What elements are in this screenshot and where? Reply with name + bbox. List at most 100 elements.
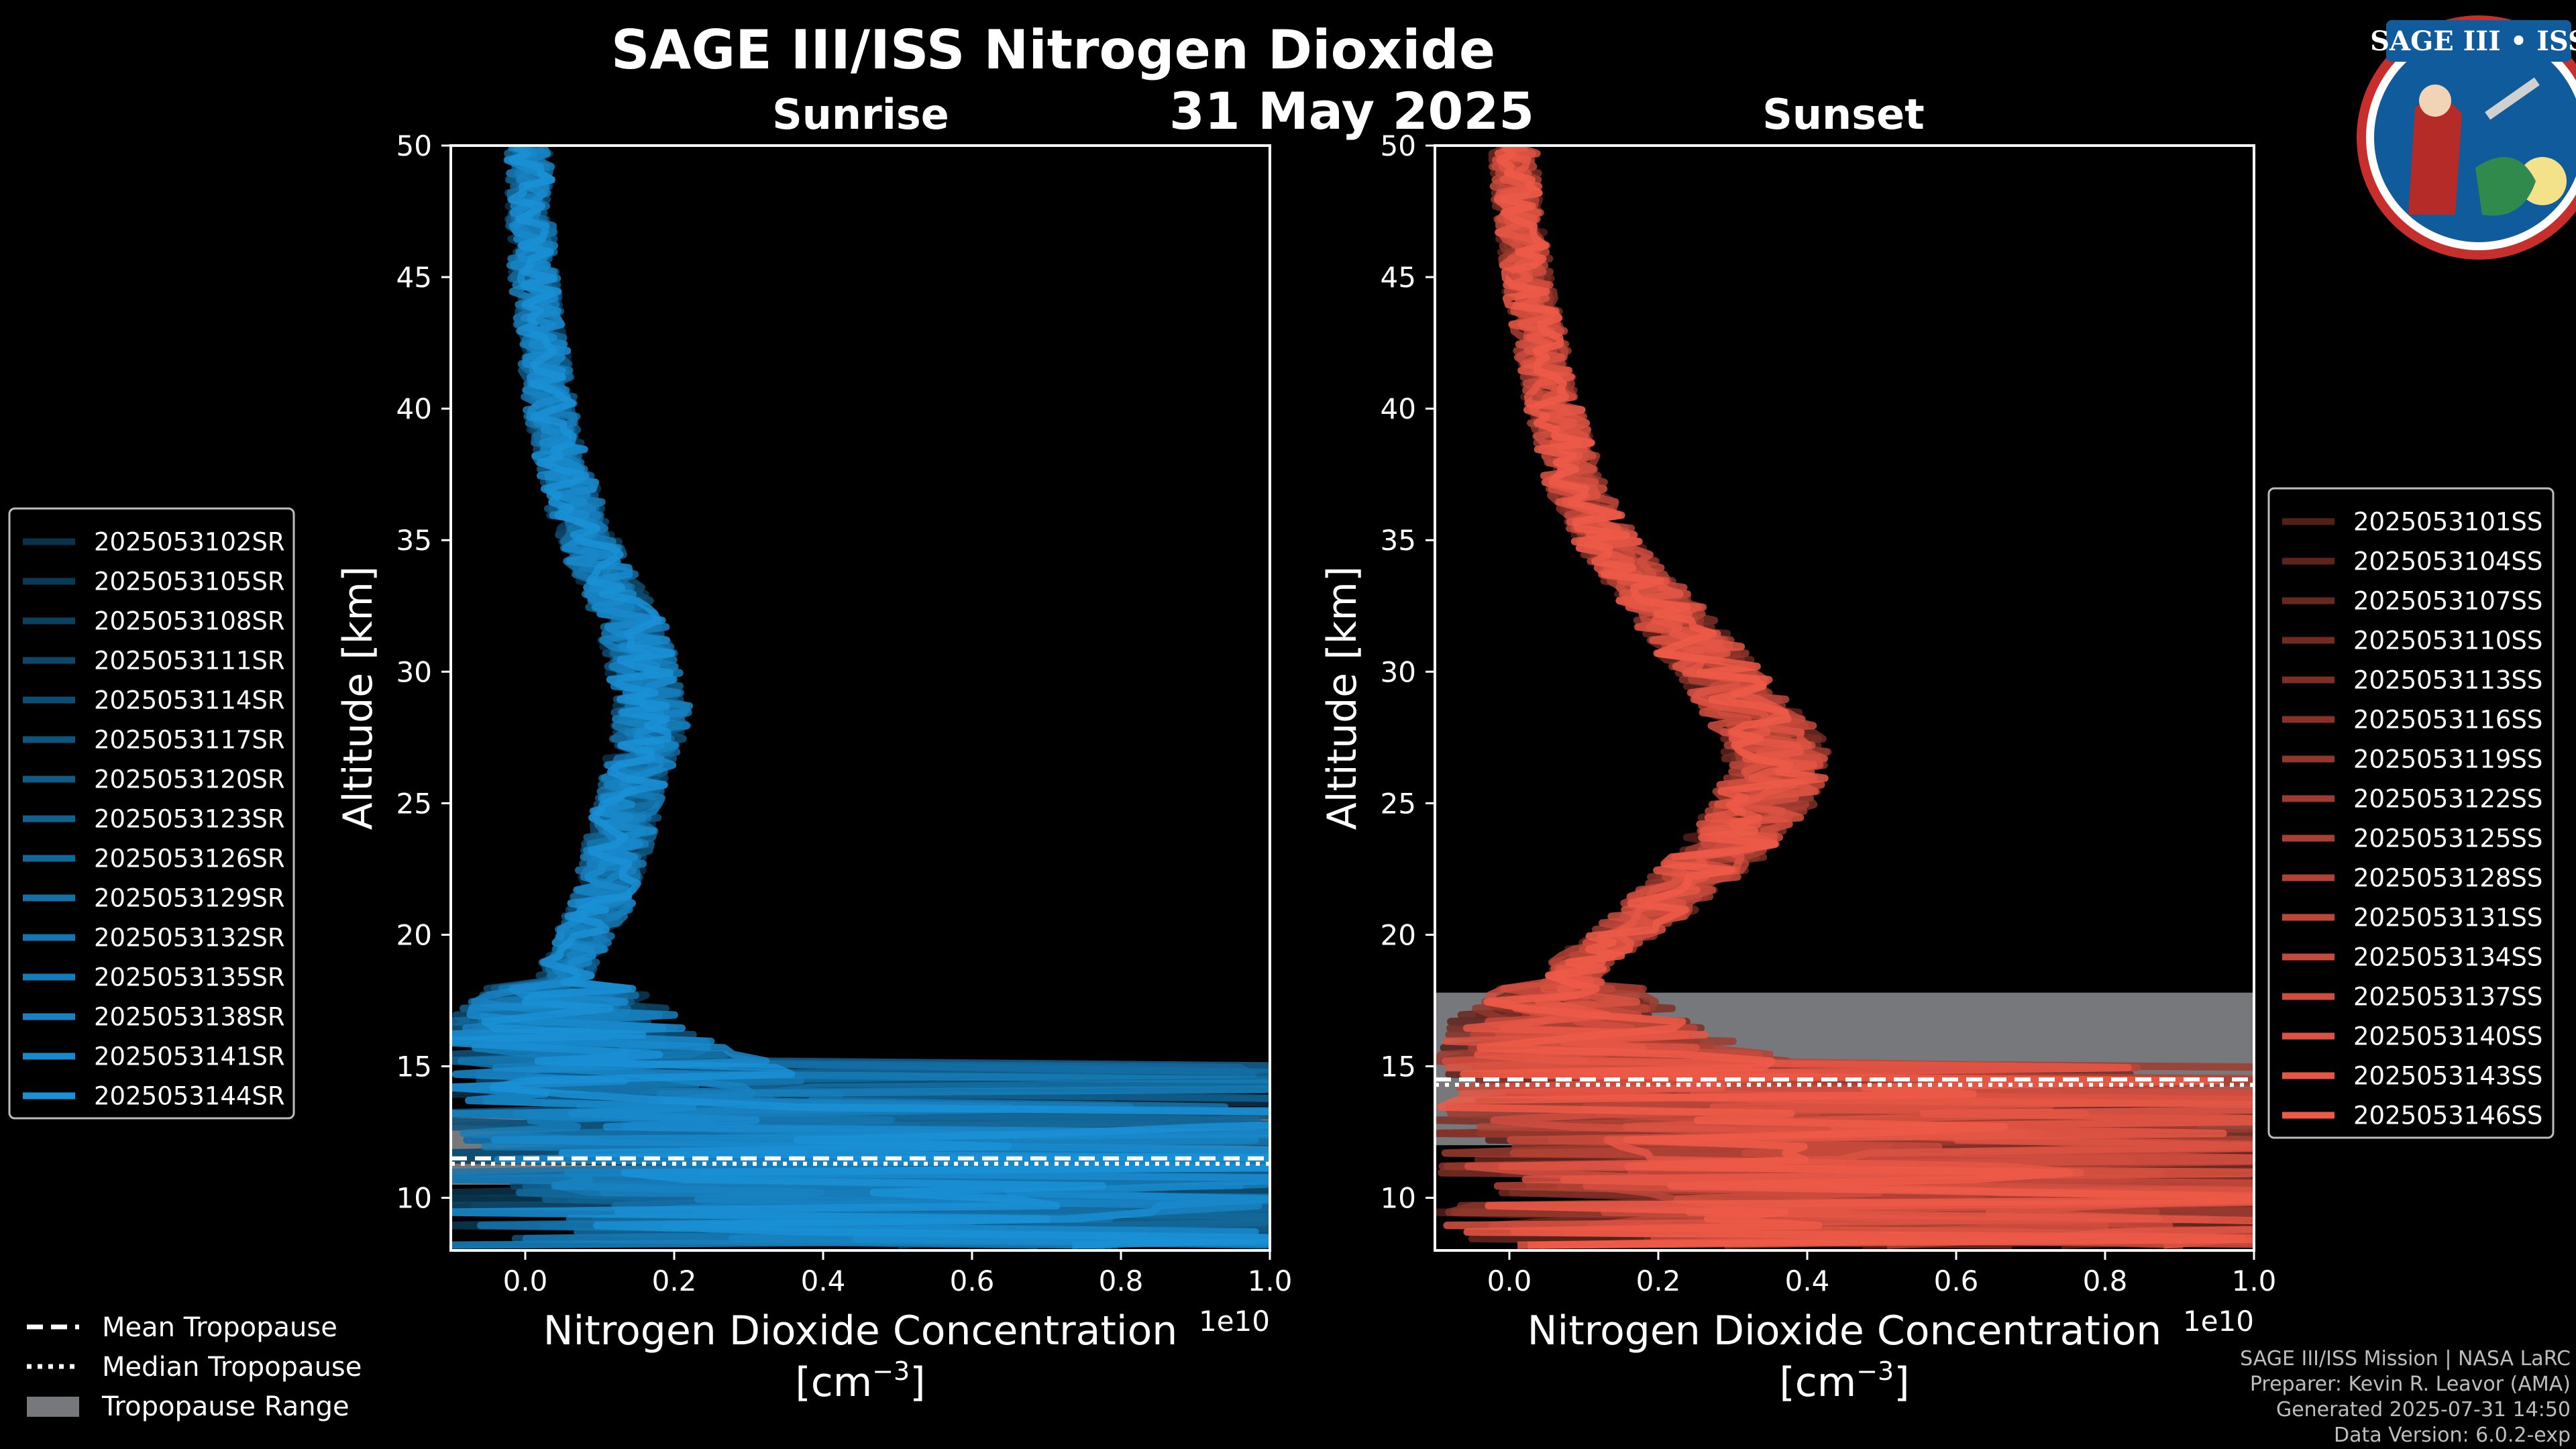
credit-line: Generated 2025-07-31 14:50	[2276, 1398, 2571, 1421]
x-tick-label: 0.2	[652, 1265, 697, 1297]
legend-entry: 2025053129SR	[94, 884, 285, 913]
y-tick-label: 40	[1381, 392, 1416, 425]
legend-entry: 2025053108SR	[94, 607, 285, 636]
x-offset-label: 1e10	[2183, 1305, 2254, 1338]
x-tick-label: 0.6	[1934, 1265, 1979, 1297]
y-tick-label: 20	[396, 918, 432, 951]
legend-entry: 2025053105SR	[94, 568, 285, 596]
plot-content	[451, 146, 1270, 1249]
x-tick-label: 0.0	[1487, 1265, 1532, 1297]
panel-title: Sunrise	[772, 90, 949, 139]
y-tick-label: 20	[1381, 918, 1416, 951]
axes-frame	[449, 144, 1271, 1252]
x-tick-label: 1.0	[2232, 1265, 2277, 1297]
units-base: [cm	[1779, 1359, 1856, 1406]
units-exponent: −3	[1856, 1356, 1894, 1386]
legend-entry: 2025053131SS	[2353, 904, 2542, 932]
x-axis-label: Nitrogen Dioxide Concentration	[543, 1307, 1178, 1354]
panel-sunset: Sunset 0.0 0.2 0.4 0.6 0.8 1.0 10 15 20 25 30 35 40 45…	[1319, 90, 2277, 1406]
x-tick-label: 0.2	[1636, 1265, 1681, 1297]
legend-entry: 2025053146SS	[2353, 1102, 2542, 1130]
tropopause-range-label: Tropopause Range	[101, 1391, 350, 1422]
y-tick-label: 10	[396, 1182, 432, 1215]
y-tick-label: 50	[396, 129, 432, 162]
x-tick-label: 0.6	[950, 1265, 995, 1297]
y-tick-label: 15	[396, 1051, 432, 1083]
legend-entry: 2025053123SR	[94, 805, 285, 834]
units-close: ]	[1894, 1359, 1909, 1406]
panel-title: Sunset	[1762, 90, 1925, 139]
legend-entry: 2025053122SS	[2353, 785, 2542, 814]
legend-entry: 2025053111SR	[94, 647, 285, 676]
legend-entry: 2025053144SR	[94, 1082, 285, 1111]
legend-box	[8, 507, 295, 1120]
tropopause-range-swatch	[27, 1397, 79, 1417]
credits: SAGE III/ISS Mission | NASA LaRC Prepare…	[2240, 1347, 2571, 1447]
x-offset-label: 1e10	[1199, 1305, 1270, 1338]
x-axis-units: [cm−3]	[1779, 1356, 1909, 1406]
y-tick-label: 35	[1381, 524, 1416, 557]
x-tick-label: 0.0	[503, 1265, 548, 1297]
legend-entry: 2025053119SS	[2353, 745, 2542, 774]
legend-entry: 2025053134SS	[2353, 943, 2542, 972]
legend-entry: 2025053116SS	[2353, 706, 2542, 735]
units-base: [cm	[795, 1359, 872, 1406]
legend-entry: 2025053138SR	[94, 1003, 285, 1032]
sage-iii-iss-logo: SAGE III • ISS	[2357, 15, 2576, 260]
x-axis-units: [cm−3]	[795, 1356, 925, 1406]
y-tick-label: 50	[1381, 129, 1416, 162]
y-tick-label: 45	[396, 261, 432, 294]
legend-entry: 2025053128SS	[2353, 864, 2542, 893]
series-line-2025053146SS	[1437, 146, 2254, 1249]
legend-entry: 2025053140SS	[2353, 1022, 2542, 1051]
y-tick-label: 25	[1381, 787, 1416, 820]
logo-text: SAGE III • ISS	[2370, 25, 2576, 57]
y-tick-label: 40	[396, 392, 432, 425]
legend-entry: 2025053143SS	[2353, 1062, 2542, 1091]
x-tick-label: 1.0	[1248, 1265, 1293, 1297]
legend-entry: 2025053117SR	[94, 726, 285, 755]
legend-entry: 2025053104SS	[2353, 547, 2542, 576]
axes-frame	[1434, 144, 2255, 1252]
y-tick-label: 30	[396, 655, 432, 688]
legend-entry: 2025053135SR	[94, 963, 285, 992]
legend-entry: 2025053141SR	[94, 1042, 285, 1071]
y-tick-label: 25	[396, 787, 432, 820]
credit-line: SAGE III/ISS Mission | NASA LaRC	[2240, 1347, 2571, 1371]
median-tropopause-label: Median Tropopause	[102, 1352, 362, 1383]
y-axis-label: Altitude [km]	[1319, 566, 1366, 830]
legend-entry: 2025053125SS	[2353, 824, 2542, 853]
legend-entry: 2025053101SS	[2353, 508, 2542, 537]
x-tick-label: 0.4	[801, 1265, 846, 1297]
panel-sunrise: Sunrise 0.0 0.2 0.4 0.6 0.8 1.0 10 15 20 25 30 35 40 4…	[335, 90, 1293, 1406]
legend-entry: 2025053102SR	[94, 528, 285, 557]
y-tick-label: 45	[1381, 261, 1416, 294]
units-close: ]	[910, 1359, 925, 1406]
legend-entry: 2025053137SS	[2353, 983, 2542, 1012]
legend-entry: 2025053110SS	[2353, 627, 2542, 655]
legend-entry: 2025053114SR	[94, 686, 285, 715]
credit-line: Preparer: Kevin R. Leavor (AMA)	[2250, 1373, 2571, 1396]
legend-entry: 2025053113SS	[2353, 666, 2542, 695]
figure-title: SAGE III/ISS Nitrogen Dioxide	[611, 19, 1495, 81]
x-tick-label: 0.8	[1099, 1265, 1144, 1297]
series-line-2025053144SR	[451, 146, 1270, 1249]
y-tick-label: 35	[396, 524, 432, 557]
y-tick-label: 30	[1381, 655, 1416, 688]
x-tick-label: 0.4	[1785, 1265, 1830, 1297]
legend-entry: 2025053107SS	[2353, 587, 2542, 616]
credit-line: Data Version: 6.0.2-exp	[2334, 1424, 2571, 1447]
x-axis-label: Nitrogen Dioxide Concentration	[1527, 1307, 2162, 1354]
legend-entry: 2025053120SR	[94, 765, 285, 794]
tropopause-legend: Mean Tropopause Median Tropopause Tropop…	[27, 1312, 362, 1422]
units-exponent: −3	[872, 1356, 910, 1386]
y-axis-label: Altitude [km]	[335, 566, 382, 830]
figure-date: 31 May 2025	[1169, 81, 1534, 141]
legend-box	[2267, 487, 2555, 1139]
legend-entry: 2025053132SR	[94, 924, 285, 953]
legend-entry: 2025053126SR	[94, 845, 285, 873]
mean-tropopause-label: Mean Tropopause	[102, 1312, 337, 1343]
plot-content	[1435, 146, 2254, 1249]
y-tick-label: 10	[1381, 1182, 1416, 1215]
